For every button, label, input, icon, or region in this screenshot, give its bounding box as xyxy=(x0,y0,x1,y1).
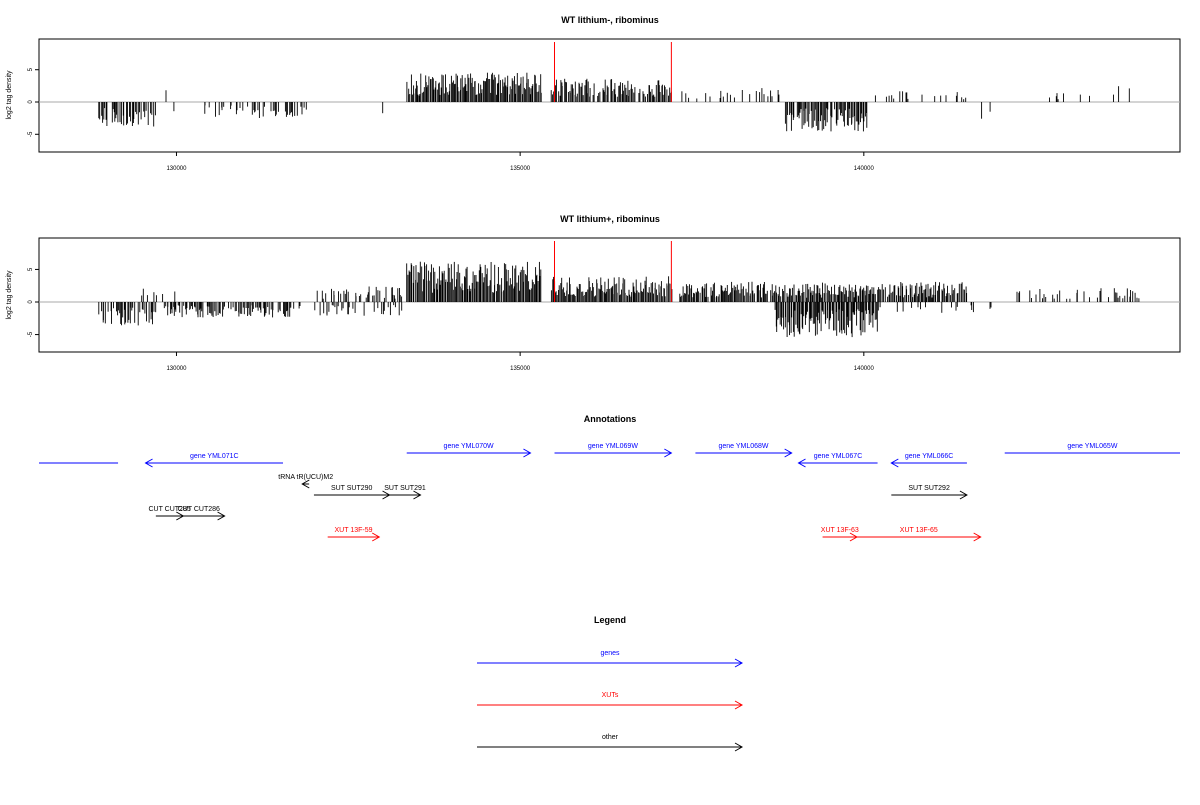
plot-frame xyxy=(38,237,1181,353)
arrowhead-right xyxy=(959,490,968,500)
legend-entry: other xyxy=(477,734,744,752)
annotation-feature: XUT 13F-63 xyxy=(821,527,859,542)
x-tick-label: 130000 xyxy=(166,166,187,172)
feature-label: SUT SUT290 xyxy=(331,485,373,492)
coverage-bars xyxy=(98,72,1130,132)
track-panel-lithium-minus: WT lithium-, ribominus log2 tag density … xyxy=(6,15,1181,172)
legend: Legend genes XUTs other xyxy=(477,615,744,752)
y-tick-label: 5 xyxy=(28,267,34,271)
feature-label: gene YML069W xyxy=(588,443,638,450)
feature-label: XUT 13F-63 xyxy=(821,527,859,534)
legend-entry: genes xyxy=(477,650,744,668)
annotation-feature: gene YML070W xyxy=(406,443,532,458)
feature-label: CUT CUT286 xyxy=(178,506,220,513)
feature-label: gene YML066C xyxy=(905,453,954,460)
legend-entry: XUTs xyxy=(477,692,744,710)
feature-label: gene YML065W xyxy=(1067,443,1117,450)
legend-label: genes xyxy=(600,650,620,657)
arrowhead-right xyxy=(973,532,982,542)
annotation-feature: gene YML071C xyxy=(144,453,284,468)
y-axis-label: log2 tag density xyxy=(6,270,13,320)
plot-frame xyxy=(38,38,1181,153)
boundary-markers xyxy=(554,241,672,302)
feature-label: gene YML071C xyxy=(190,453,239,460)
y-axis-label: log2 tag density xyxy=(6,70,13,120)
annotation-feature: gene YML065W xyxy=(1004,443,1180,454)
arrowhead-right xyxy=(784,448,793,458)
y-tick-label: 5 xyxy=(28,67,34,71)
arrowhead-right xyxy=(217,511,226,521)
arrowhead-left xyxy=(797,458,806,468)
track-panel-lithium-plus: WT lithium+, ribominus log2 tag density … xyxy=(6,214,1181,372)
x-tick-label: 130000 xyxy=(166,366,187,372)
coverage-bars xyxy=(98,261,1140,338)
x-tick-label: 135000 xyxy=(510,166,531,172)
arrowhead-left xyxy=(144,458,153,468)
feature-label: CUT CUT285 xyxy=(148,506,190,513)
y-tick-label: -5 xyxy=(28,331,34,337)
y-axis: -5 0 5 xyxy=(28,67,39,137)
feature-label: gene YML070W xyxy=(444,443,494,450)
arrowhead-right xyxy=(734,658,744,668)
feature-label: XUT 13F-65 xyxy=(900,527,938,534)
annotation-feature: gene YML066C xyxy=(890,453,967,468)
arrowhead-right xyxy=(413,490,422,500)
annotation-feature: gene YML067C xyxy=(797,453,878,468)
x-tick-label: 135000 xyxy=(510,366,531,372)
annotation-feature: XUT 13F-65 xyxy=(856,527,982,542)
annotation-features: gene YML071C gene YML070W gene YML069W gene… xyxy=(39,443,1180,542)
legend-label: other xyxy=(602,734,619,741)
feature-label: gene YML068W xyxy=(718,443,768,450)
annotation-feature: SUT SUT291 xyxy=(384,485,426,500)
annotation-feature: CUT CUT286 xyxy=(173,506,226,521)
y-tick-label: 0 xyxy=(28,100,34,104)
x-axis: 130000 135000 140000 xyxy=(166,352,874,372)
annotation-feature: XUT 13F-59 xyxy=(327,527,381,542)
panel-title: WT lithium-, ribominus xyxy=(561,15,659,25)
annotation-feature: gene YML069W xyxy=(554,443,673,458)
feature-label: SUT SUT292 xyxy=(908,485,950,492)
arrowhead-right xyxy=(523,448,532,458)
y-tick-label: 0 xyxy=(28,300,34,304)
annotation-feature: gene YML068W xyxy=(695,443,793,458)
arrowhead-right xyxy=(734,742,744,752)
y-tick-label: -5 xyxy=(28,131,34,137)
feature-label: tRNA tR(UCU)M2 xyxy=(278,474,333,481)
feature-label: XUT 13F-59 xyxy=(335,527,373,534)
legend-label: XUTs xyxy=(602,692,619,699)
y-axis: -5 0 5 xyxy=(28,267,39,337)
annotations-title: Annotations xyxy=(584,414,637,424)
legend-title: Legend xyxy=(594,615,626,625)
feature-label: SUT SUT291 xyxy=(384,485,426,492)
x-tick-label: 140000 xyxy=(854,366,875,372)
arrowhead-right xyxy=(664,448,673,458)
arrowhead-left xyxy=(890,458,899,468)
panel-title: WT lithium+, ribominus xyxy=(560,214,660,224)
annotation-feature: tRNA tR(UCU)M2 xyxy=(278,474,333,489)
arrowhead-right xyxy=(371,532,381,542)
feature-label: gene YML067C xyxy=(814,453,863,460)
x-axis: 130000 135000 140000 xyxy=(166,152,874,172)
annotation-feature: SUT SUT292 xyxy=(891,485,968,500)
arrowhead-left xyxy=(301,479,310,489)
x-tick-label: 140000 xyxy=(854,166,875,172)
legend-entries: genes XUTs other xyxy=(477,650,744,752)
boundary-markers xyxy=(554,42,672,102)
annotation-feature: SUT SUT290 xyxy=(313,485,391,500)
arrowhead-right xyxy=(734,700,744,710)
